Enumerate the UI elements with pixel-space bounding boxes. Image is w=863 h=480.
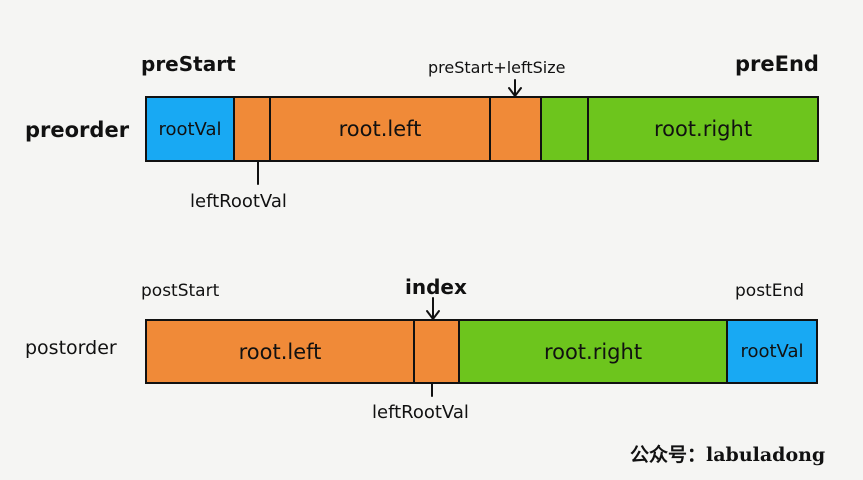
pre-left-root-cell bbox=[235, 98, 271, 160]
index-arrow-down bbox=[426, 297, 440, 321]
post-right-cell: root.right bbox=[460, 321, 728, 382]
post-end-label: postEnd bbox=[735, 281, 805, 301]
postorder-bar: root.left root.right rootVal bbox=[145, 319, 818, 384]
post-left-cell: root.left bbox=[147, 321, 415, 382]
split-arrow-down bbox=[508, 79, 522, 98]
post-root-cell: rootVal bbox=[728, 321, 816, 382]
pre-end-label: preEnd bbox=[735, 52, 819, 76]
watermark: 公众号：labuladong bbox=[630, 444, 826, 466]
post-left-root-cell bbox=[415, 321, 460, 382]
post-left-root-label: leftRootVal bbox=[372, 402, 469, 423]
postorder-label: postorder bbox=[25, 337, 117, 359]
pre-left-root-label: leftRootVal bbox=[190, 191, 287, 212]
post-start-label: postStart bbox=[141, 281, 220, 301]
index-label: index bbox=[405, 275, 467, 299]
preorder-bar: rootVal root.left root.right bbox=[145, 96, 819, 162]
split-label: preStart+leftSize bbox=[428, 58, 566, 77]
pre-right-cell: root.right bbox=[589, 98, 817, 160]
pre-root-cell: rootVal bbox=[147, 98, 235, 160]
pre-right-start-cell bbox=[542, 98, 589, 160]
preorder-label: preorder bbox=[25, 118, 130, 142]
pre-left-end-cell bbox=[491, 98, 542, 160]
pre-left-cell: root.left bbox=[271, 98, 491, 160]
pre-start-label: preStart bbox=[141, 52, 236, 76]
